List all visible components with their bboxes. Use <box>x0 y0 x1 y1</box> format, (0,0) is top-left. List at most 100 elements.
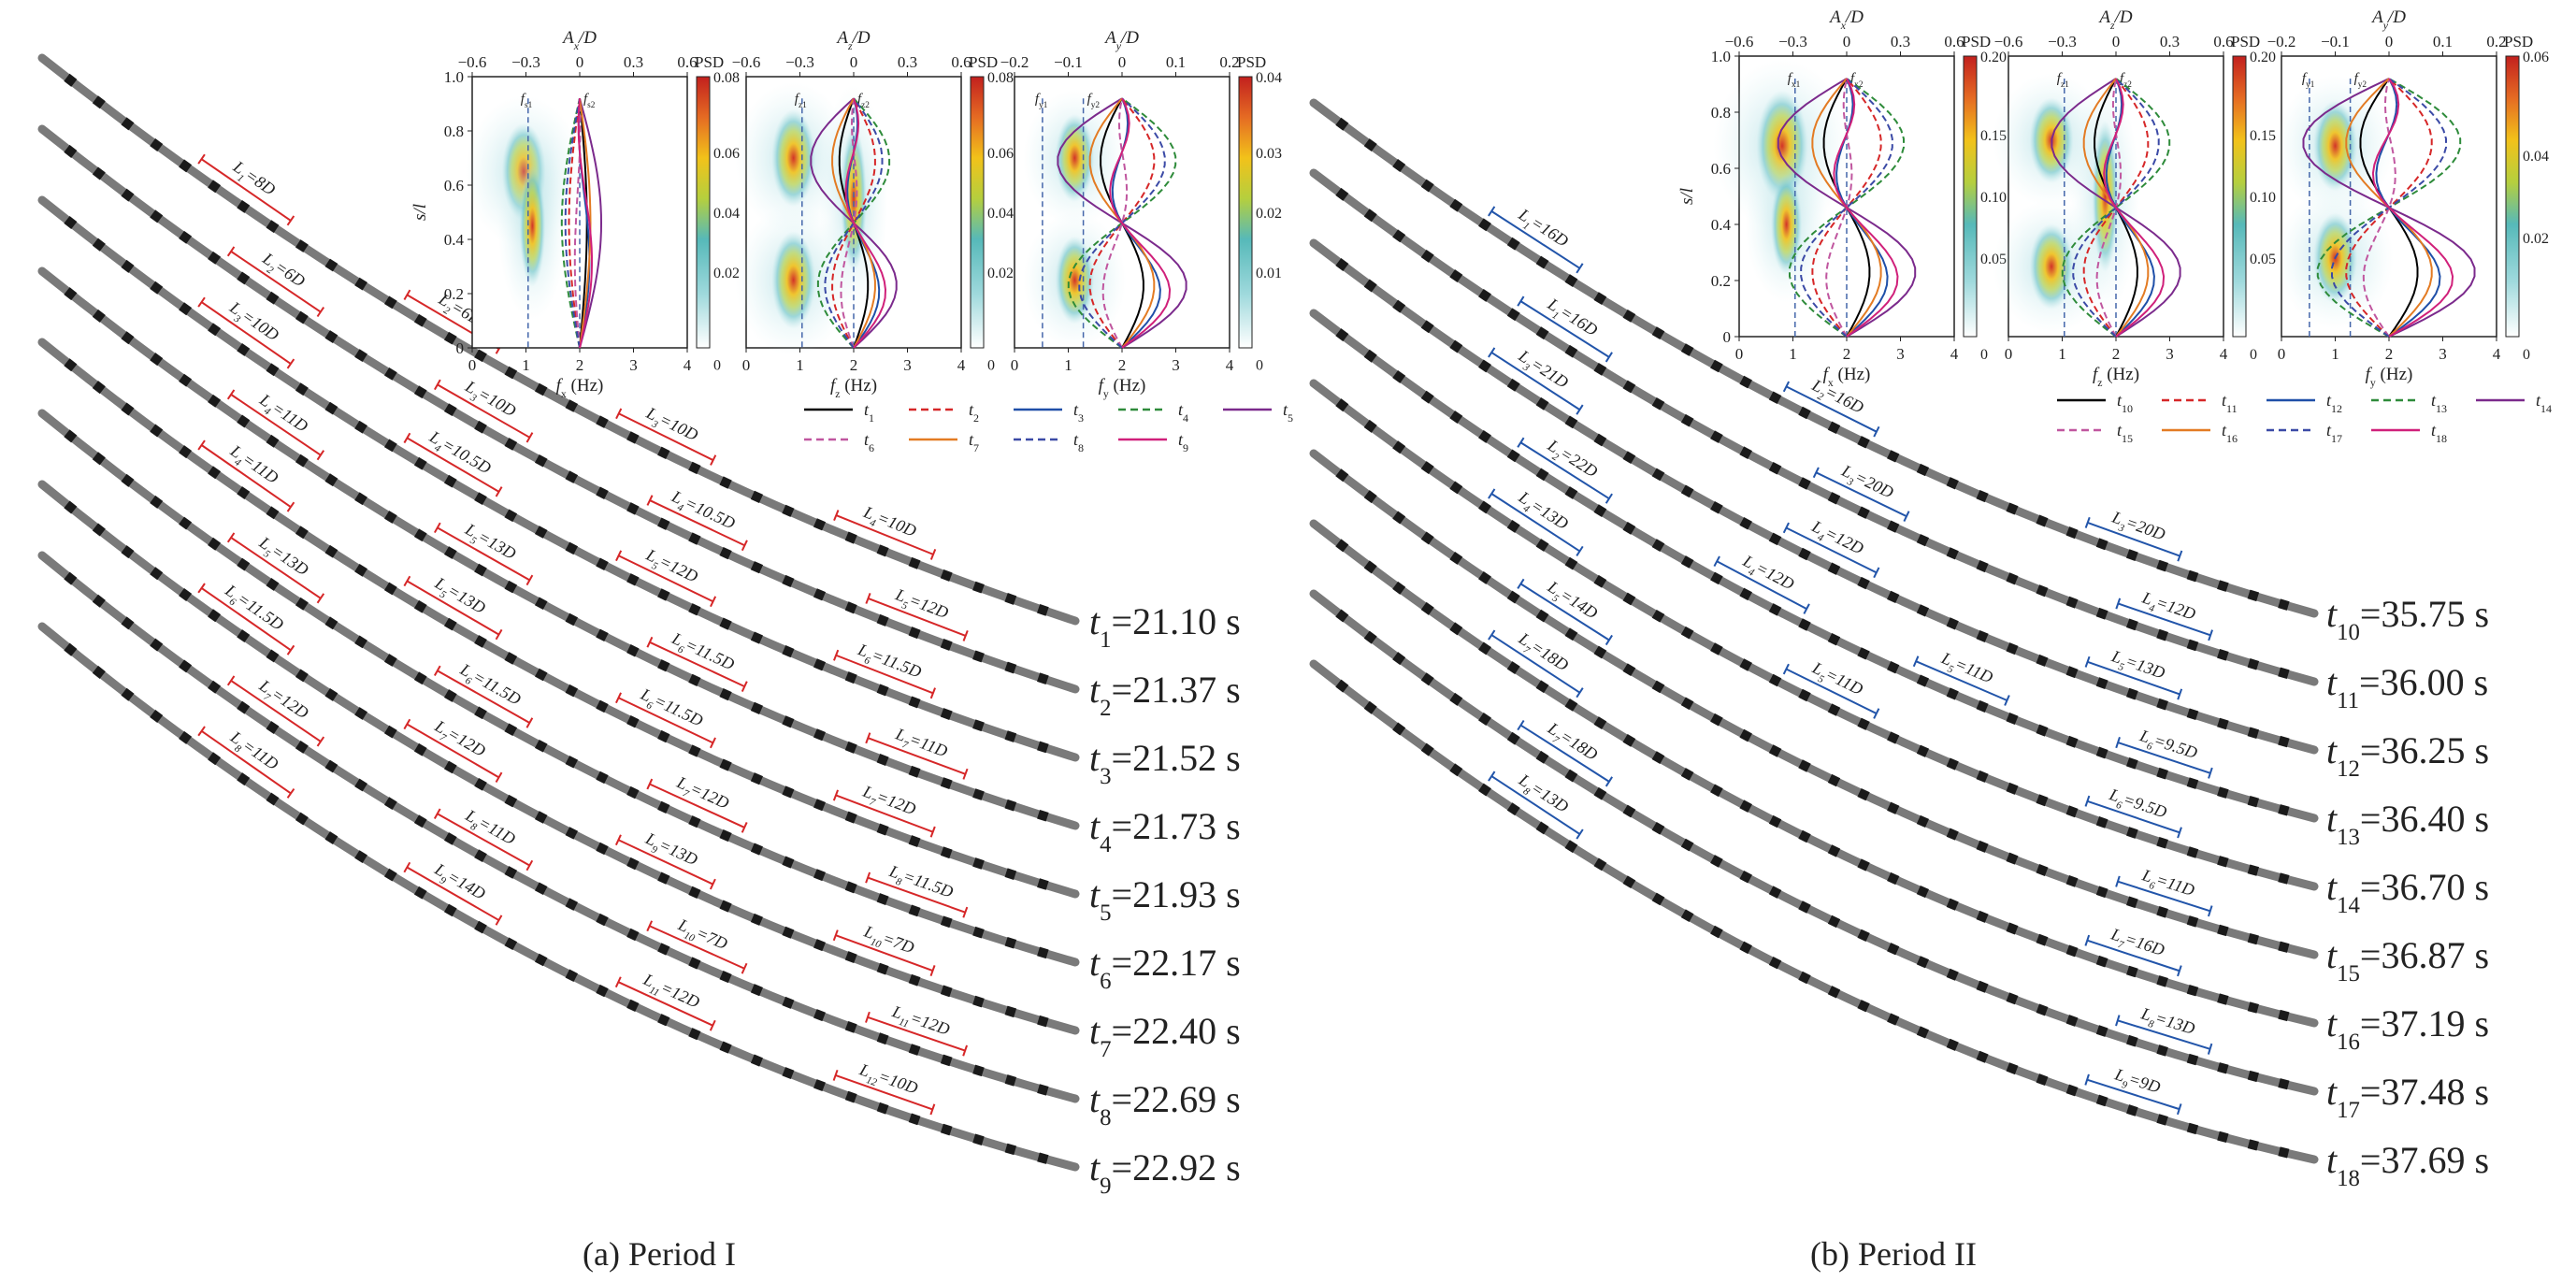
cylinder-marker <box>2247 932 2259 945</box>
legend-label: t11 <box>2222 391 2238 415</box>
segment-label-sub: 5 <box>1550 593 1561 605</box>
cylinder-marker <box>1857 717 1870 730</box>
bracket-tick <box>1782 522 1790 534</box>
top-tick-label: −0.1 <box>2321 33 2350 50</box>
legend-sub: 16 <box>2226 432 2238 445</box>
cylinder-marker <box>1710 784 1723 798</box>
cylinder-marker <box>657 1014 670 1027</box>
cylinder-marker <box>208 752 222 766</box>
fs2-label-sub: y2 <box>2358 80 2367 90</box>
cylinder-marker <box>1887 450 1900 463</box>
cylinder-marker <box>1478 359 1491 373</box>
cylinder-marker <box>2126 756 2138 770</box>
segment-label-sub: 11 <box>898 1016 911 1030</box>
cylinder-marker <box>1037 604 1049 616</box>
cylinder-marker <box>354 420 367 434</box>
time-label: t6=22.17 s <box>1089 942 1241 994</box>
cylinder-marker <box>972 581 985 594</box>
cylinder-marker <box>908 973 921 987</box>
cylinder-marker <box>237 629 251 643</box>
segment-label-sub: 3 <box>1845 476 1856 489</box>
time-label-value: =36.25 s <box>2360 729 2489 771</box>
cylinder-marker <box>2126 827 2138 839</box>
cylinder-marker <box>1651 609 1665 623</box>
bracket-tick <box>1488 347 1496 358</box>
bottom-tick-label: 4 <box>1950 345 1959 363</box>
cylinder-marker <box>972 788 985 800</box>
bottom-axis-label: fz (Hz) <box>2093 365 2139 389</box>
time-label-value: =36.00 s <box>2359 661 2488 703</box>
legend-label: t7 <box>969 430 979 454</box>
segment-label-sub: 11 <box>647 985 660 999</box>
colorbar-tick: 0.02 <box>2523 231 2549 247</box>
bracket-line <box>1716 560 1807 611</box>
legend-entry: t11 <box>2162 391 2238 415</box>
cylinder-marker <box>1710 359 1723 373</box>
cylinder-marker <box>2156 767 2168 780</box>
legend-var: t <box>1073 400 1079 419</box>
top-tick-label: 0 <box>1118 53 1127 71</box>
cylinder-marker <box>2247 864 2260 876</box>
time-label: t13=36.40 s <box>2326 798 2489 850</box>
legend-var: t <box>1178 400 1184 419</box>
cylinder-marker <box>2065 666 2079 679</box>
cylinder-marker <box>1420 672 1434 686</box>
cylinder-marker <box>719 971 732 984</box>
cylinder-marker <box>92 665 106 679</box>
cylinder-marker <box>1535 680 1549 694</box>
cylinder-marker <box>266 792 280 806</box>
bracket-line <box>2117 1019 2210 1050</box>
bottom-axis-label-sub: z <box>2097 377 2102 389</box>
cylinder-marker <box>1739 941 1752 955</box>
cylinder-marker <box>657 517 670 530</box>
cylinder-marker <box>1622 310 1636 323</box>
cylinder-marker <box>413 886 427 900</box>
segment-label-value: =18D <box>1557 727 1601 764</box>
bracket-tick <box>525 574 534 586</box>
segment-label-value: =22D <box>1557 443 1601 481</box>
bracket-tick <box>832 789 840 801</box>
cylinder-marker <box>1976 1050 1989 1063</box>
cylinder-marker <box>1449 339 1463 353</box>
bracket-tick <box>2084 516 2091 528</box>
cylinder-marker <box>1887 661 1900 674</box>
cylinder-marker <box>1857 929 1870 942</box>
colorbar-tick: 0.02 <box>713 266 740 281</box>
bracket-tick <box>1576 404 1584 415</box>
segment-label-value: =12D <box>444 724 488 760</box>
cylinder-marker <box>534 597 548 611</box>
cylinder-marker <box>1710 642 1723 655</box>
cylinder-marker <box>1535 750 1549 764</box>
bottom-tick-label: 0 <box>468 356 477 374</box>
cylinder-marker <box>2095 816 2108 828</box>
cylinder-marker <box>208 323 222 337</box>
cylinder-marker <box>1392 229 1406 243</box>
segment-label-sub: 2 <box>1550 451 1561 463</box>
cylinder-marker <box>474 563 487 577</box>
cylinder-marker <box>354 707 367 720</box>
legend-label: t2 <box>969 400 979 425</box>
cylinder-marker <box>565 684 579 698</box>
segment-label-sub: 2 <box>265 265 276 277</box>
cylinder-marker <box>1887 943 1900 956</box>
y-tick-label: 0.4 <box>444 231 465 249</box>
cylinder-marker <box>1976 629 1989 643</box>
cylinder-marker <box>324 831 338 844</box>
cylinder-marker <box>150 495 164 509</box>
cylinder-marker <box>2247 589 2260 602</box>
segment-bracket: L5=13D <box>433 519 534 586</box>
cylinder-marker <box>782 856 795 869</box>
legend-label: t9 <box>1178 430 1188 454</box>
top-tick-label: −0.6 <box>1994 33 2023 50</box>
cylinder-marker <box>844 1090 857 1103</box>
segment-label-value: =12D <box>1822 523 1867 557</box>
cylinder-marker <box>2006 502 2019 515</box>
time-label-sub: 6 <box>1100 969 1111 994</box>
cylinder-marker <box>2186 984 2199 997</box>
cylinder-marker <box>2065 1084 2079 1097</box>
cylinder-marker <box>1946 757 1959 771</box>
cylinder-marker <box>1420 531 1434 545</box>
top-axis-label: Ay/D <box>1103 28 1139 52</box>
cylinder-marker <box>2036 794 2049 807</box>
